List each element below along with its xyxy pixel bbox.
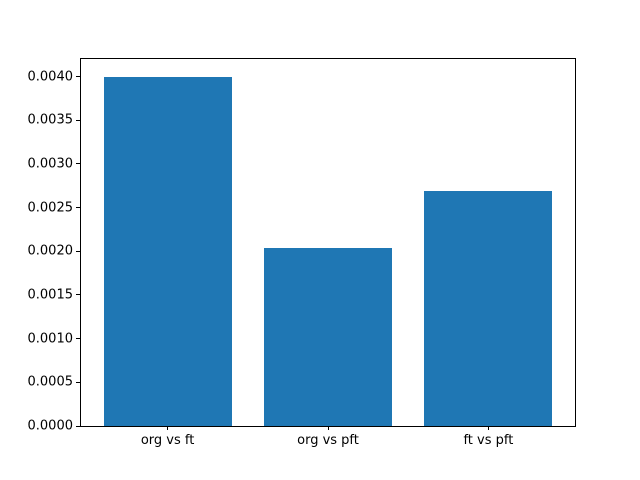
x-axis-tick bbox=[327, 426, 329, 430]
x-tick-label: ft vs pft bbox=[463, 433, 514, 448]
y-tick-label: 0.0005 bbox=[27, 374, 74, 390]
y-axis-tick bbox=[76, 76, 80, 77]
x-axis-tick bbox=[487, 426, 489, 430]
y-tick-label: 0.0035 bbox=[27, 112, 74, 128]
y-axis-tick bbox=[76, 381, 80, 383]
y-axis-tick bbox=[76, 425, 80, 427]
y-tick-label: 0.0025 bbox=[27, 200, 74, 215]
y-axis-tick bbox=[76, 338, 80, 340]
y-axis-tick bbox=[76, 294, 80, 296]
bar-ft-vs-pft bbox=[424, 190, 553, 426]
y-tick-label: 0.0010 bbox=[27, 331, 74, 347]
y-tick-label: 0.0040 bbox=[27, 69, 74, 84]
x-tick-label: org vs ft bbox=[140, 433, 195, 448]
bar-org-vs-ft bbox=[103, 76, 232, 426]
y-tick-label: 0.0020 bbox=[27, 243, 74, 259]
y-axis-tick bbox=[76, 207, 80, 208]
bar-org-vs-pft bbox=[263, 247, 393, 426]
y-axis-tick bbox=[76, 250, 80, 252]
x-tick-label: org vs pft bbox=[297, 433, 359, 448]
plot-area: 0.0000 0.0005 0.0010 0.0015 0.0020 0.0025 0.00… bbox=[28, 58, 576, 447]
y-axis-tick bbox=[76, 163, 80, 165]
y-tick-label: 0.0030 bbox=[27, 156, 74, 172]
y-axis-tick bbox=[76, 119, 80, 121]
y-tick-label: 0.0015 bbox=[27, 287, 74, 303]
x-axis-tick bbox=[167, 426, 169, 430]
y-tick-label: 0.0000 bbox=[27, 418, 74, 434]
